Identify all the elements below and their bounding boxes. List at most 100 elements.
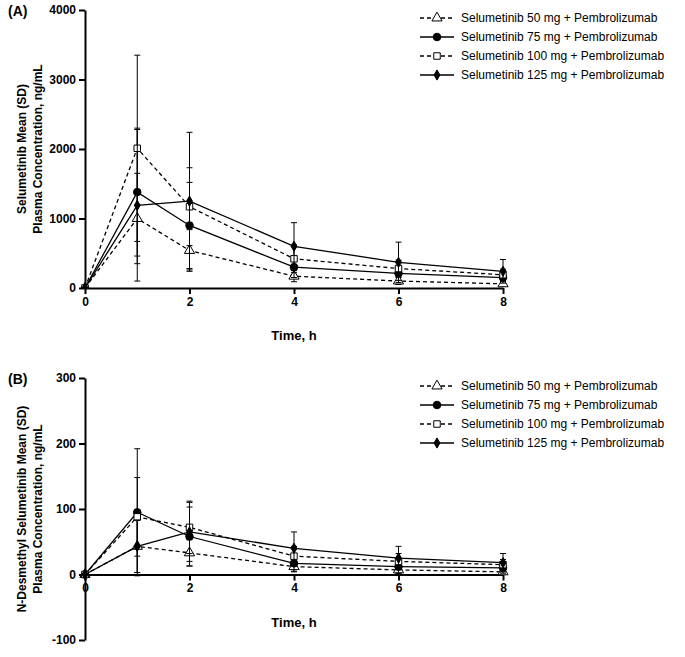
error-bar-cap	[187, 565, 193, 566]
legend-marker	[433, 401, 441, 409]
error-bar-cap	[187, 132, 193, 133]
error-bar-cap	[396, 242, 402, 243]
error-bar-cap	[134, 281, 140, 282]
error-bar-cap	[187, 502, 193, 503]
legend-item: Selumetinib 100 mg + Pembrolizumab	[420, 417, 664, 431]
error-bar-cap	[187, 561, 193, 562]
error-bar-cap	[291, 272, 297, 273]
y-tick-label: 300	[56, 371, 76, 385]
error-bar-cap	[396, 573, 402, 574]
panel-label: (B)	[8, 371, 27, 387]
x-tick-mark	[189, 575, 191, 581]
error-bar-cap	[187, 269, 193, 270]
error-bar	[134, 478, 140, 557]
marker	[500, 558, 506, 568]
legend-item: Selumetinib 125 mg + Pembrolizumab	[420, 68, 664, 82]
error-bar-cap	[134, 477, 140, 478]
y-axis-title: N-Desmethyl Selumetinib Mean (SD)	[15, 406, 29, 613]
panel: -100010020030002468Time, hN-Desmethyl Se…	[8, 371, 664, 647]
marker	[500, 266, 506, 276]
x-tick: 6	[396, 575, 403, 596]
y-axis: -1000100200300	[52, 371, 86, 647]
error-bar-cap	[134, 572, 140, 573]
plot-area	[80, 449, 508, 580]
x-tick-mark	[503, 575, 505, 581]
error-bar-cap	[291, 281, 297, 282]
series-line	[85, 219, 503, 289]
y-tick-label: 2000	[49, 142, 76, 156]
x-tick: 6	[396, 288, 403, 309]
error-bar-cap	[291, 277, 297, 278]
legend-marker	[434, 70, 440, 80]
error-bar-cap	[134, 572, 140, 573]
x-tick: 8	[500, 288, 507, 309]
marker	[134, 541, 140, 551]
legend-label: Selumetinib 100 mg + Pembrolizumab	[461, 49, 664, 63]
error-bar-cap	[187, 271, 193, 272]
y-axis-title: Selumetinib Mean (SD)	[15, 84, 29, 214]
x-tick: 4	[291, 288, 298, 309]
y-axis: 01000200030004000	[49, 3, 85, 295]
legend-item: Selumetinib 50 mg + Pembrolizumab	[420, 379, 658, 393]
x-tick-label: 0	[82, 295, 89, 309]
x-axis-title: Time, h	[271, 328, 316, 343]
error-bar	[291, 532, 297, 565]
legend-item: Selumetinib 50 mg + Pembrolizumab	[420, 11, 658, 25]
error-bar-cap	[500, 259, 506, 260]
legend-label: Selumetinib 75 mg + Pembrolizumab	[461, 30, 658, 44]
y-tick-label: 1000	[49, 212, 76, 226]
y-tick-mark	[79, 79, 85, 81]
figure: 0100020003000400002468Time, hSelumetinib…	[0, 0, 685, 657]
error-bar-cap	[187, 565, 193, 566]
x-tick-mark	[398, 575, 400, 581]
error-bar-cap	[500, 283, 506, 284]
error-bar-cap	[291, 571, 297, 572]
x-axis: 0 2 4 6 8	[82, 288, 507, 309]
legend-marker	[432, 12, 442, 21]
error-bar	[500, 554, 506, 572]
x-tick-label: 4	[291, 295, 298, 309]
series-line	[85, 192, 503, 288]
error-bar	[396, 546, 402, 570]
x-tick: 0	[82, 288, 89, 309]
error-bar	[134, 520, 140, 572]
x-tick-mark	[294, 575, 296, 581]
error-bar	[134, 130, 140, 282]
series-line	[85, 148, 503, 288]
y-tick: 200	[56, 437, 85, 451]
error-bar-cap	[134, 448, 140, 449]
y-tick-mark	[79, 640, 85, 642]
error-bar-cap	[396, 569, 402, 570]
series-line	[85, 532, 503, 575]
y-tick: 0	[69, 281, 85, 295]
x-axis-title: Time, h	[271, 615, 316, 630]
x-tick: 2	[187, 288, 194, 309]
legend: Selumetinib 50 mg + Pembrolizumab Selumet…	[420, 11, 664, 82]
marker	[396, 257, 402, 267]
y-tick-mark	[79, 218, 85, 220]
legend-marker	[434, 438, 440, 448]
error-bar	[396, 242, 402, 282]
error-bar-cap	[291, 531, 297, 532]
legend-item: Selumetinib 75 mg + Pembrolizumab	[420, 30, 658, 44]
legend-item: Selumetinib 100 mg + Pembrolizumab	[420, 49, 664, 63]
x-tick-label: 4	[291, 581, 298, 595]
y-tick-mark	[79, 378, 85, 380]
x-tick-mark	[398, 288, 400, 294]
error-bar-cap	[396, 282, 402, 283]
legend-label: Selumetinib 50 mg + Pembrolizumab	[461, 11, 658, 25]
y-tick-label: 4000	[49, 3, 76, 17]
x-tick-mark	[294, 288, 296, 294]
x-tick: 2	[187, 575, 194, 596]
series-line	[85, 201, 503, 288]
marker	[291, 241, 297, 251]
marker	[396, 553, 402, 563]
error-bar-stem	[137, 449, 138, 576]
x-tick-label: 2	[187, 295, 194, 309]
legend-marker	[434, 421, 440, 427]
y-tick-label: 200	[56, 437, 76, 451]
legend-label: Selumetinib 50 mg + Pembrolizumab	[461, 379, 658, 393]
x-tick-mark	[189, 288, 191, 294]
error-bar-cap	[291, 222, 297, 223]
error-bar-cap	[396, 573, 402, 574]
